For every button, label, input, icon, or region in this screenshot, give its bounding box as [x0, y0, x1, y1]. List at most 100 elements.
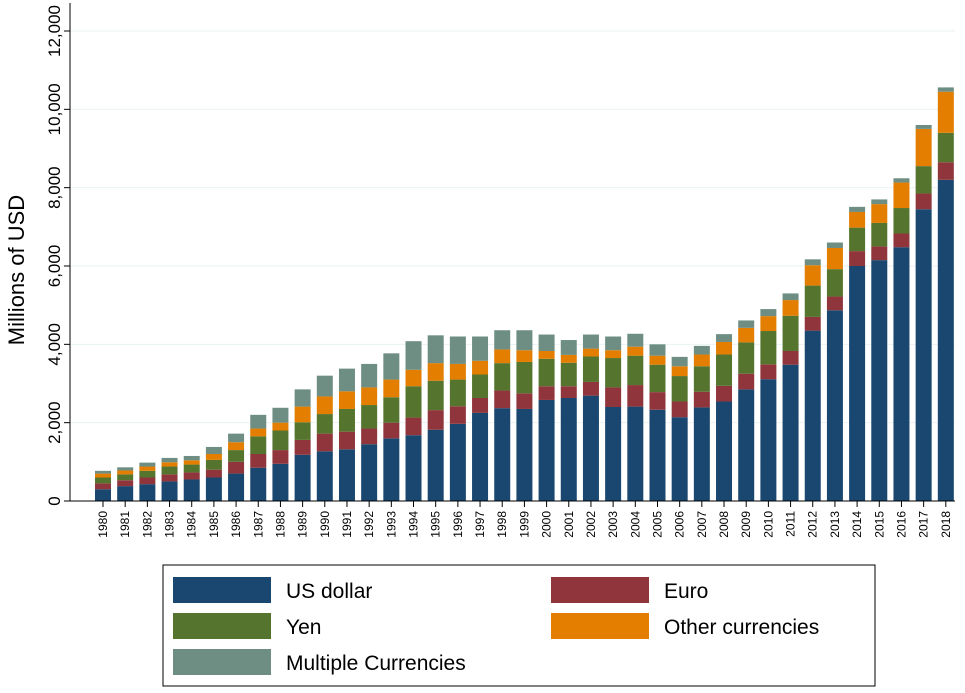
bar-segment [893, 208, 910, 234]
bar-segment [516, 350, 533, 362]
bar-segment [405, 435, 422, 501]
bar-segment [738, 342, 755, 374]
legend-box [162, 564, 876, 687]
bar-segment [649, 355, 666, 365]
bar-segment [228, 450, 245, 462]
bar-segment [361, 444, 378, 501]
bar-segment [538, 358, 555, 387]
bar-segment [383, 353, 400, 380]
legend-label: Multiple Currencies [286, 652, 466, 675]
bar-segment [139, 484, 156, 501]
bar-segment [272, 463, 289, 501]
bar-segment [804, 285, 821, 317]
bar-segment [871, 222, 888, 247]
x-tick-label: 2015 [872, 511, 886, 538]
bar-segment [915, 166, 932, 194]
bar-segment [560, 354, 577, 363]
bar-segment [649, 409, 666, 501]
bar-segment [405, 341, 422, 370]
bar-segment [449, 336, 466, 364]
bar-segment [161, 466, 178, 475]
bar-segment [804, 316, 821, 331]
bar-segment [183, 455, 200, 461]
bar-segment [117, 467, 134, 471]
bar-segment [826, 310, 843, 501]
bar-segment [516, 361, 533, 394]
y-tick-label: 2,000 [45, 401, 64, 444]
x-tick-label: 1982 [140, 511, 154, 538]
bar-segment [826, 242, 843, 248]
bar-segment [693, 354, 710, 367]
bar-segment [228, 461, 245, 474]
x-tick-label: 1987 [251, 511, 265, 538]
x-tick-label: 1989 [296, 511, 310, 538]
bar-segment [95, 489, 111, 501]
y-tick-label: 12,000 [45, 5, 64, 57]
x-tick-label: 2018 [939, 511, 953, 538]
bar-segment [361, 387, 378, 406]
y-tick-label: 10,000 [45, 83, 64, 135]
bar-segment [937, 87, 954, 92]
bar-segment [716, 401, 733, 501]
bar-segment [893, 233, 910, 248]
bar-segment [338, 368, 355, 392]
x-tick-label: 1993 [384, 511, 398, 538]
bar-segment [560, 397, 577, 501]
bar-segment [582, 356, 599, 382]
x-tick-label: 1986 [229, 511, 243, 538]
x-tick-label: 1991 [340, 511, 354, 538]
bar-segment [316, 375, 333, 397]
bar-segment [117, 474, 134, 481]
bar-segment [139, 466, 156, 471]
bar-segment [871, 246, 888, 261]
bar-segment [494, 330, 511, 350]
bar-segment [472, 336, 489, 361]
bar-segment [871, 199, 888, 205]
bar-segment [871, 260, 888, 501]
x-tick-label: 1992 [362, 511, 376, 538]
bar-segment [449, 379, 466, 407]
bar-segment [538, 399, 555, 501]
bar-segment [494, 349, 511, 364]
bar-segment [627, 406, 644, 501]
bar-segment [693, 391, 710, 408]
bar-segment [849, 227, 866, 252]
bar-segment [582, 395, 599, 501]
bar-segment [316, 396, 333, 415]
y-tick-label: 6,000 [45, 245, 64, 288]
bar-segment [849, 251, 866, 266]
bar-segment [405, 369, 422, 387]
bar-segment [383, 438, 400, 501]
bar-segment [893, 247, 910, 501]
bar-segment [738, 373, 755, 390]
bar-segment [294, 454, 311, 501]
x-tick-label: 2002 [584, 511, 598, 538]
x-tick-label: 2010 [761, 511, 775, 538]
bar-segment [161, 462, 178, 467]
y-tick-label: 4,000 [45, 323, 64, 366]
bar-segment [316, 433, 333, 452]
x-tick-label: 2000 [540, 511, 554, 538]
bar-segment [95, 473, 111, 478]
bar-segment [871, 204, 888, 223]
legend-swatch [551, 613, 649, 639]
bar-segment [117, 486, 134, 501]
bar-segment [338, 391, 355, 409]
bar-segment [361, 428, 378, 445]
bar-segment [782, 300, 799, 316]
bar-segment [582, 381, 599, 396]
x-tick-label: 1997 [473, 511, 487, 538]
bar-segment [472, 412, 489, 501]
bar-segment [250, 436, 267, 454]
x-tick-label: 2001 [562, 511, 576, 538]
bar-segment [937, 91, 954, 133]
x-tick-label: 2004 [628, 511, 642, 538]
bar-segment [671, 376, 688, 402]
bar-segment [693, 345, 710, 355]
bar-segment [849, 206, 866, 212]
bar-segment [205, 454, 222, 460]
bar-segment [560, 340, 577, 355]
bar-segment [738, 389, 755, 501]
bar-segment [893, 182, 910, 209]
